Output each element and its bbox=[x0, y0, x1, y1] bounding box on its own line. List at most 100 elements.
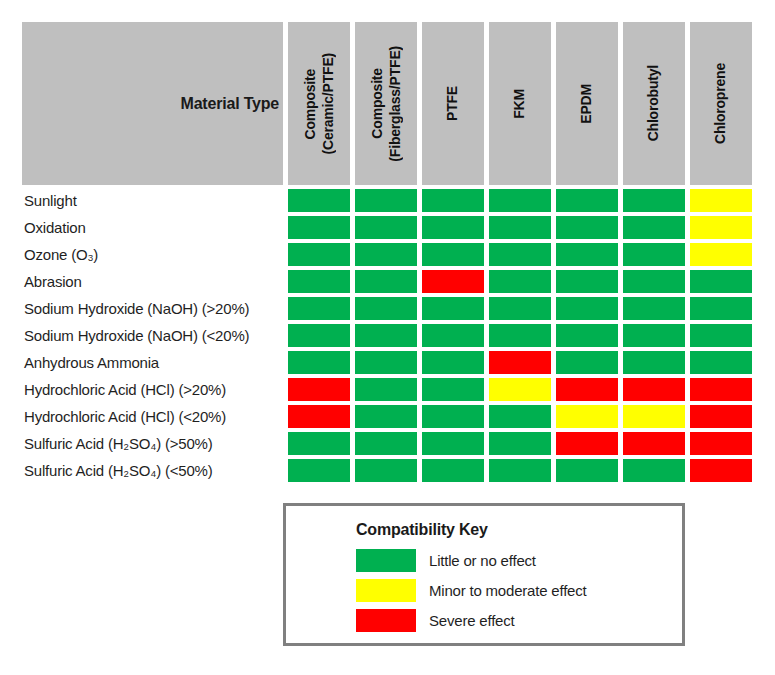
compatibility-cell-red bbox=[623, 432, 685, 455]
compatibility-cell-green bbox=[355, 189, 417, 212]
row-label-sulfuric-acid-h-so-50: Sulfuric Acid (H₂SO₄) (<50%) bbox=[22, 459, 283, 482]
compatibility-cell-green bbox=[288, 216, 350, 239]
compatibility-cell-red bbox=[623, 378, 685, 401]
column-header-label: PTFE bbox=[444, 86, 462, 121]
compatibility-cell-green bbox=[355, 378, 417, 401]
compatibility-cell-green bbox=[623, 297, 685, 320]
compatibility-cell-green bbox=[556, 324, 618, 347]
compatibility-cell-green bbox=[556, 189, 618, 212]
compatibility-cell-green bbox=[355, 297, 417, 320]
compatibility-cell-yellow bbox=[690, 189, 752, 212]
compatibility-cell-red bbox=[556, 432, 618, 455]
row-label-anhydrous-ammonia: Anhydrous Ammonia bbox=[22, 351, 283, 374]
compatibility-cell-green bbox=[690, 270, 752, 293]
material-type-header-cell: Material Type bbox=[22, 22, 283, 185]
compatibility-cell-green bbox=[623, 324, 685, 347]
compatibility-cell-red bbox=[288, 405, 350, 428]
compatibility-cell-green bbox=[355, 324, 417, 347]
compatibility-cell-green bbox=[355, 270, 417, 293]
legend-swatch-red bbox=[356, 609, 416, 632]
column-header-label: FKM bbox=[511, 89, 529, 119]
compatibility-cell-green bbox=[489, 432, 551, 455]
row-label-sunlight: Sunlight bbox=[22, 189, 283, 212]
compatibility-cell-green bbox=[355, 351, 417, 374]
compatibility-cell-green bbox=[489, 324, 551, 347]
compatibility-cell-green bbox=[556, 351, 618, 374]
compatibility-cell-green bbox=[355, 432, 417, 455]
legend-title: Compatibility Key bbox=[356, 521, 682, 539]
column-header-fkm: FKM bbox=[489, 22, 551, 185]
legend-items: Little or no effect Minor to moderate eff… bbox=[356, 549, 682, 632]
legend-label: Minor to moderate effect bbox=[429, 582, 587, 599]
compatibility-cell-red bbox=[690, 405, 752, 428]
row-label-hydrochloric-acid-hcl-20: Hydrochloric Acid (HCl) (<20%) bbox=[22, 405, 283, 428]
compatibility-cell-red bbox=[690, 459, 752, 482]
compatibility-cell-green bbox=[623, 216, 685, 239]
column-header-chloroprene: Chloroprene bbox=[690, 22, 752, 185]
legend-item-yellow: Minor to moderate effect bbox=[356, 579, 682, 602]
column-header-ptfe: PTFE bbox=[422, 22, 484, 185]
column-header-composite-ceramic-ptfe: Composite(Ceramic/PTFE) bbox=[288, 22, 350, 185]
column-header-label: Chloroprene bbox=[712, 63, 730, 144]
compatibility-cell-green bbox=[288, 459, 350, 482]
compatibility-cell-yellow bbox=[690, 216, 752, 239]
row-label-sodium-hydroxide-naoh-20: Sodium Hydroxide (NaOH) (>20%) bbox=[22, 297, 283, 320]
row-label-sulfuric-acid-h-so-50: Sulfuric Acid (H₂SO₄) (>50%) bbox=[22, 432, 283, 455]
compatibility-cell-green bbox=[556, 459, 618, 482]
compatibility-cell-green bbox=[288, 189, 350, 212]
column-header-epdm: EPDM bbox=[556, 22, 618, 185]
legend-swatch-green bbox=[356, 549, 416, 572]
compatibility-cell-yellow bbox=[489, 378, 551, 401]
compatibility-cell-green bbox=[489, 216, 551, 239]
compatibility-cell-yellow bbox=[556, 405, 618, 428]
compatibility-cell-green bbox=[288, 243, 350, 266]
compatibility-cell-green bbox=[422, 432, 484, 455]
row-label-hydrochloric-acid-hcl-20: Hydrochloric Acid (HCl) (>20%) bbox=[22, 378, 283, 401]
legend-item-green: Little or no effect bbox=[356, 549, 682, 572]
compatibility-cell-green bbox=[690, 297, 752, 320]
compatibility-cell-green bbox=[422, 405, 484, 428]
material-compatibility-chart-page: Material Type Composite(Ceramic/PTFE) Com… bbox=[0, 0, 775, 675]
compatibility-cell-green bbox=[422, 189, 484, 212]
compatibility-cell-green bbox=[288, 297, 350, 320]
row-label-abrasion: Abrasion bbox=[22, 270, 283, 293]
compatibility-cell-green bbox=[422, 243, 484, 266]
compatibility-key-legend: Compatibility Key Little or no effect Min… bbox=[283, 503, 685, 646]
compatibility-cell-green bbox=[623, 270, 685, 293]
compatibility-cell-green bbox=[288, 270, 350, 293]
compatibility-cell-green bbox=[623, 459, 685, 482]
compatibility-cell-red bbox=[489, 351, 551, 374]
compatibility-cell-green bbox=[489, 297, 551, 320]
compatibility-cell-green bbox=[623, 351, 685, 374]
compatibility-cell-green bbox=[556, 216, 618, 239]
compatibility-cell-green bbox=[623, 189, 685, 212]
compatibility-cell-green bbox=[355, 216, 417, 239]
column-header-composite-fiberglass-ptfe: Composite(Fiberglass/PTFE) bbox=[355, 22, 417, 185]
compatibility-cell-red bbox=[556, 378, 618, 401]
legend-item-red: Severe effect bbox=[356, 609, 682, 632]
compatibility-cell-green bbox=[489, 270, 551, 293]
compatibility-cell-green bbox=[422, 324, 484, 347]
compatibility-cell-red bbox=[422, 270, 484, 293]
legend-label: Little or no effect bbox=[429, 552, 536, 569]
column-header-label: Composite(Ceramic/PTFE) bbox=[302, 53, 337, 154]
column-header-label: Composite(Fiberglass/PTFE) bbox=[369, 46, 404, 162]
compatibility-cell-green bbox=[355, 405, 417, 428]
compatibility-cell-green bbox=[422, 378, 484, 401]
compatibility-cell-green bbox=[690, 351, 752, 374]
compatibility-cell-green bbox=[556, 270, 618, 293]
compatibility-cell-green bbox=[690, 324, 752, 347]
compatibility-table: Material Type Composite(Ceramic/PTFE) Com… bbox=[22, 22, 752, 482]
compatibility-cell-green bbox=[489, 459, 551, 482]
row-label-sodium-hydroxide-naoh-20: Sodium Hydroxide (NaOH) (<20%) bbox=[22, 324, 283, 347]
compatibility-cell-green bbox=[422, 216, 484, 239]
legend-label: Severe effect bbox=[429, 612, 515, 629]
column-header-label: Chlorobutyl bbox=[645, 65, 663, 141]
compatibility-cell-red bbox=[690, 432, 752, 455]
compatibility-cell-green bbox=[422, 459, 484, 482]
compatibility-cell-green bbox=[422, 351, 484, 374]
material-type-label: Material Type bbox=[181, 95, 279, 113]
compatibility-cell-yellow bbox=[690, 243, 752, 266]
compatibility-cell-green bbox=[556, 243, 618, 266]
compatibility-cell-green bbox=[422, 297, 484, 320]
